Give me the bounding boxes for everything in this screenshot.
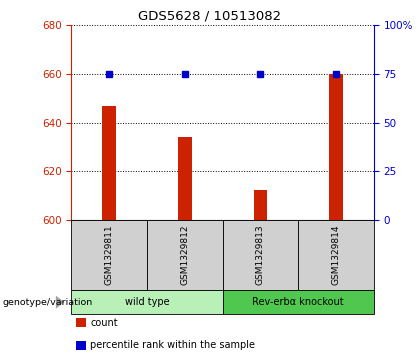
Text: GSM1329814: GSM1329814	[331, 225, 341, 285]
Text: GSM1329811: GSM1329811	[105, 225, 114, 285]
Bar	[178, 137, 192, 220]
Text: count: count	[90, 318, 118, 328]
Text: GSM1329813: GSM1329813	[256, 225, 265, 285]
Text: genotype/variation: genotype/variation	[2, 298, 92, 307]
Text: GDS5628 / 10513082: GDS5628 / 10513082	[139, 9, 281, 22]
Bar	[102, 106, 116, 220]
Text: percentile rank within the sample: percentile rank within the sample	[90, 340, 255, 350]
Text: wild type: wild type	[125, 297, 169, 307]
Bar	[329, 74, 343, 220]
Text: GSM1329812: GSM1329812	[180, 225, 189, 285]
Bar	[254, 191, 267, 220]
Text: Rev-erbα knockout: Rev-erbα knockout	[252, 297, 344, 307]
